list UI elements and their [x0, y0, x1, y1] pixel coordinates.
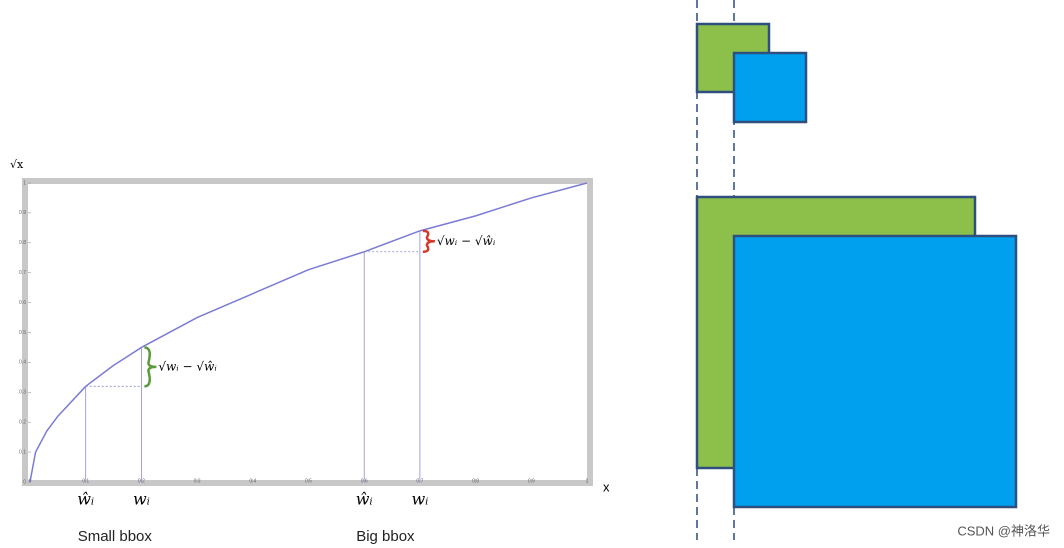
x-axis-label: x — [603, 479, 610, 494]
drop-label: wᵢ — [133, 490, 150, 509]
big-box-blue — [732, 234, 1018, 509]
small-box-blue — [732, 51, 808, 124]
x-tick-label: 0.9 — [528, 478, 535, 484]
y-tick-label: 0.6 — [19, 300, 26, 306]
drop-label: ŵᵢ — [356, 490, 373, 509]
group-label: Small bbox — [78, 528, 153, 545]
x-tick-label: 0.5 — [305, 478, 312, 484]
x-tick-label: 1 — [586, 478, 589, 484]
y-tick-label: 0 — [23, 479, 26, 485]
brace — [144, 346, 157, 388]
difference-label: √wᵢ − √ŵᵢ — [437, 234, 496, 248]
group-label: Big bbox — [356, 528, 415, 545]
brace — [422, 229, 435, 254]
y-tick-label: 0.4 — [19, 360, 26, 366]
y-tick-label: 0.2 — [19, 420, 26, 426]
plot: 00.10.20.30.40.50.60.70.80.9100.10.20.30… — [19, 180, 589, 545]
plot-frame — [22, 178, 593, 486]
x-tick-label: 0.3 — [194, 478, 201, 484]
curve — [29, 182, 588, 483]
x-tick-label: 0.8 — [472, 478, 479, 484]
x-tick-label: 0.4 — [249, 478, 256, 484]
difference-label: √wᵢ − √ŵᵢ — [158, 359, 217, 373]
y-tick-label: 0.9 — [19, 210, 26, 216]
box-diagram — [695, 0, 1018, 540]
drop-label: ŵᵢ — [77, 490, 94, 509]
y-tick-label: 0.7 — [19, 270, 26, 276]
y-tick-label: 0.5 — [19, 330, 26, 336]
watermark: CSDN @神洛华 — [957, 523, 1050, 538]
drop-label: wᵢ — [411, 490, 428, 509]
y-tick-label: 0.8 — [19, 240, 26, 246]
y-tick-label: 1 — [23, 180, 26, 186]
y-tick-label: 0.3 — [19, 390, 26, 396]
y-tick-label: 0.1 — [19, 449, 26, 455]
y-axis-label: √x — [10, 158, 24, 171]
